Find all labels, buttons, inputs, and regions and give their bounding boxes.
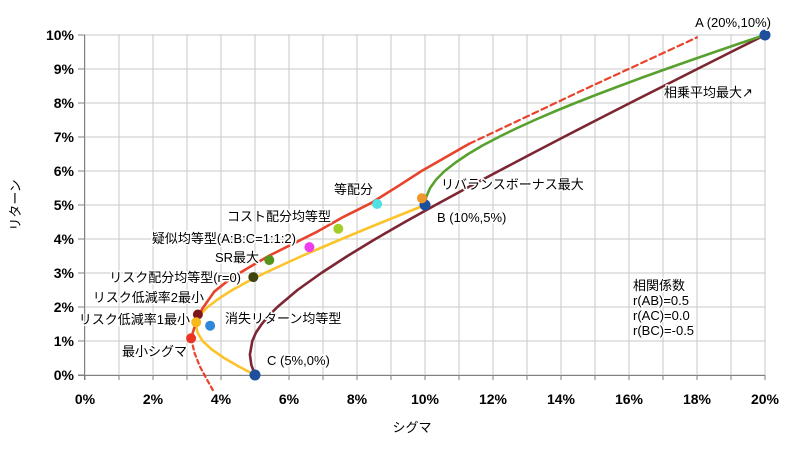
y-tick-label: 10% [46, 27, 75, 43]
y-tick-label: 5% [54, 197, 75, 213]
point-min-risk-reduction-2 [192, 309, 203, 320]
point-a [759, 29, 771, 41]
correlation-r-bc: r(BC)=-0.5 [633, 323, 694, 338]
point-labels: A (20%,10%) B (10%,5%) C (5%,0%) リバランスボーナス最… [77, 14, 772, 370]
point-max-rebalance-bonus-label: リバランスボーナス最大 [441, 177, 584, 192]
x-tick-label: 20% [751, 391, 780, 407]
x-tick-label: 4% [211, 391, 232, 407]
x-tick-label: 18% [683, 391, 712, 407]
inefficient-branch-dashed [190, 337, 215, 393]
point-c [249, 369, 261, 381]
point-risk-parity-label: リスク配分均等型(r=0) [109, 270, 241, 285]
x-tick-label: 16% [615, 391, 644, 407]
y-tick-label: 7% [54, 129, 75, 145]
point-cost-parity-label: コスト配分均等型 [227, 209, 331, 224]
point-max-sharpe [264, 255, 275, 266]
axis-tick-labels: 0% 1% 2% 3% 4% 5% 6% 7% 8% 9% 10% 0% 2% 4% 6% 8% 10% 12% 1… [46, 27, 780, 407]
point-max-sharpe-label: SR最大 [215, 250, 259, 265]
efficient-frontier-extension-dashed [468, 36, 699, 145]
frontier-curves [189, 33, 767, 393]
x-tick-label: 2% [143, 391, 164, 407]
x-tick-label: 10% [411, 391, 440, 407]
frontier-bc [194, 203, 427, 377]
efficient-frontier [189, 142, 471, 340]
correlation-note-title: 相関係数 [633, 278, 685, 293]
point-equal-allocation-label: 等配分 [334, 182, 373, 197]
correlation-r-ab: r(AB)=0.5 [633, 293, 689, 308]
point-vanishing-return-parity-label: 消失リターン均等型 [225, 311, 341, 326]
x-tick-label: 12% [479, 391, 508, 407]
y-tick-label: 9% [54, 61, 75, 77]
point-equal-allocation [372, 198, 383, 209]
x-tick-label: 0% [75, 391, 96, 407]
point-min-sigma-label: 最小シグマ [122, 344, 187, 359]
point-max-rebalance-bonus [416, 193, 427, 204]
portfolio-points [186, 29, 771, 381]
point-risk-parity [248, 272, 259, 283]
point-pseudo-equal [304, 242, 315, 253]
x-tick-label: 8% [347, 391, 368, 407]
frontier-ab [423, 33, 767, 207]
y-axis-title: リターン [8, 179, 23, 230]
point-cost-parity [333, 223, 344, 234]
y-tick-label: 3% [54, 265, 75, 281]
correlation-note: 相関係数 r(AB)=0.5 r(AC)=0.0 r(BC)=-0.5 [632, 277, 696, 340]
y-tick-label: 0% [54, 367, 75, 383]
point-c-label: C (5%,0%) [267, 353, 330, 368]
correlation-r-ac: r(AC)=0.0 [633, 308, 690, 323]
point-pseudo-equal-label: 疑似均等型(A:B:C=1:1:2) [152, 231, 296, 246]
y-tick-label: 4% [54, 231, 75, 247]
point-min-risk-reduction-1-label: リスク低減率1最小 [79, 312, 190, 327]
y-tick-label: 8% [54, 95, 75, 111]
point-min-sigma [186, 333, 197, 344]
axes [78, 34, 766, 380]
y-tick-label: 2% [54, 299, 75, 315]
point-min-risk-reduction-1 [191, 317, 202, 328]
y-tick-label: 6% [54, 163, 75, 179]
x-axis-title: シグマ [392, 420, 431, 435]
x-tick-label: 6% [279, 391, 300, 407]
geometric-mean-max-annotation: 相乗平均最大↗ [664, 85, 753, 100]
point-a-label: A (20%,10%) [695, 15, 771, 30]
frontier-ac [248, 33, 767, 377]
y-tick-label: 1% [54, 333, 75, 349]
point-b-label: B (10%,5%) [437, 210, 506, 225]
x-tick-label: 14% [547, 391, 576, 407]
point-vanishing-return-parity [205, 320, 216, 331]
point-min-risk-reduction-2-label: リスク低減率2最小 [93, 290, 204, 305]
